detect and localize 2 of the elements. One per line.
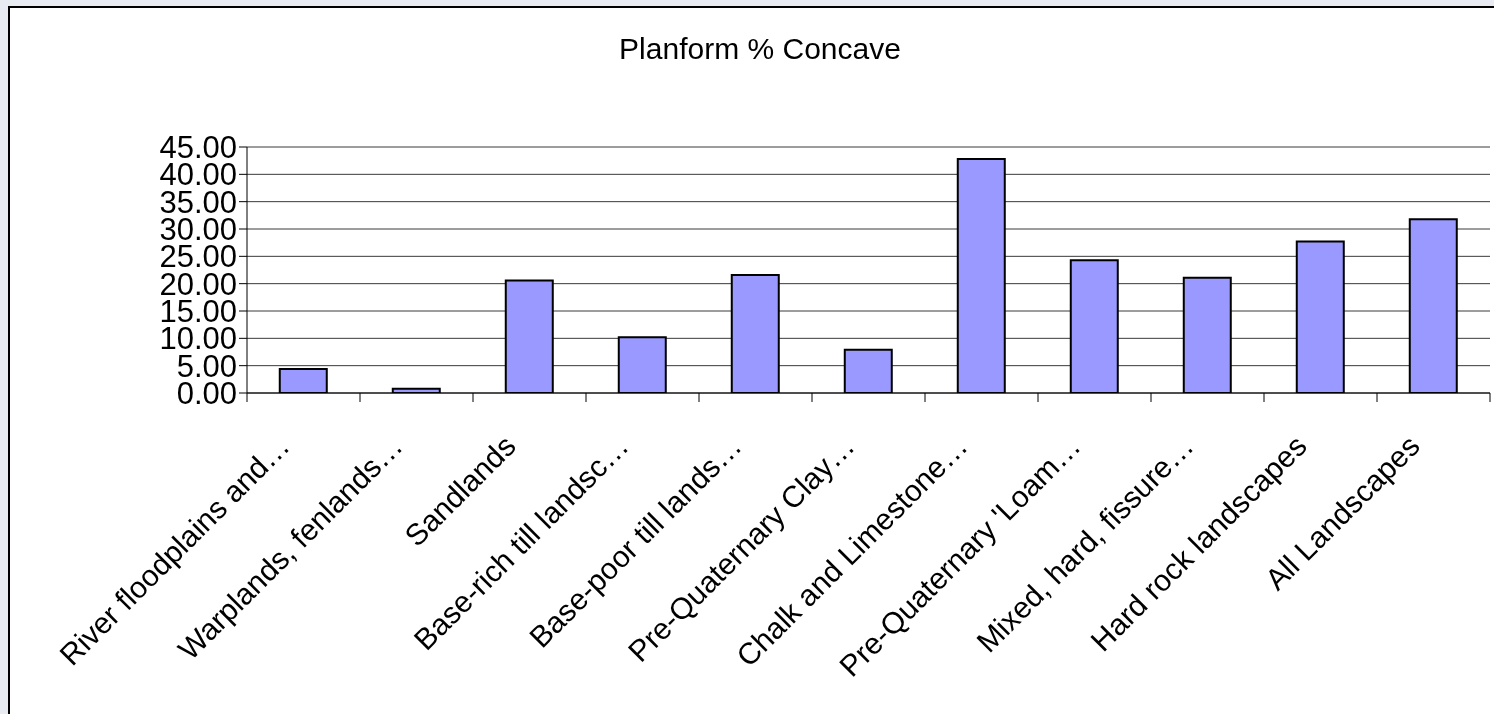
- y-tick-label: 0.00: [176, 376, 237, 412]
- chart-title: Planform % Concave: [618, 32, 902, 66]
